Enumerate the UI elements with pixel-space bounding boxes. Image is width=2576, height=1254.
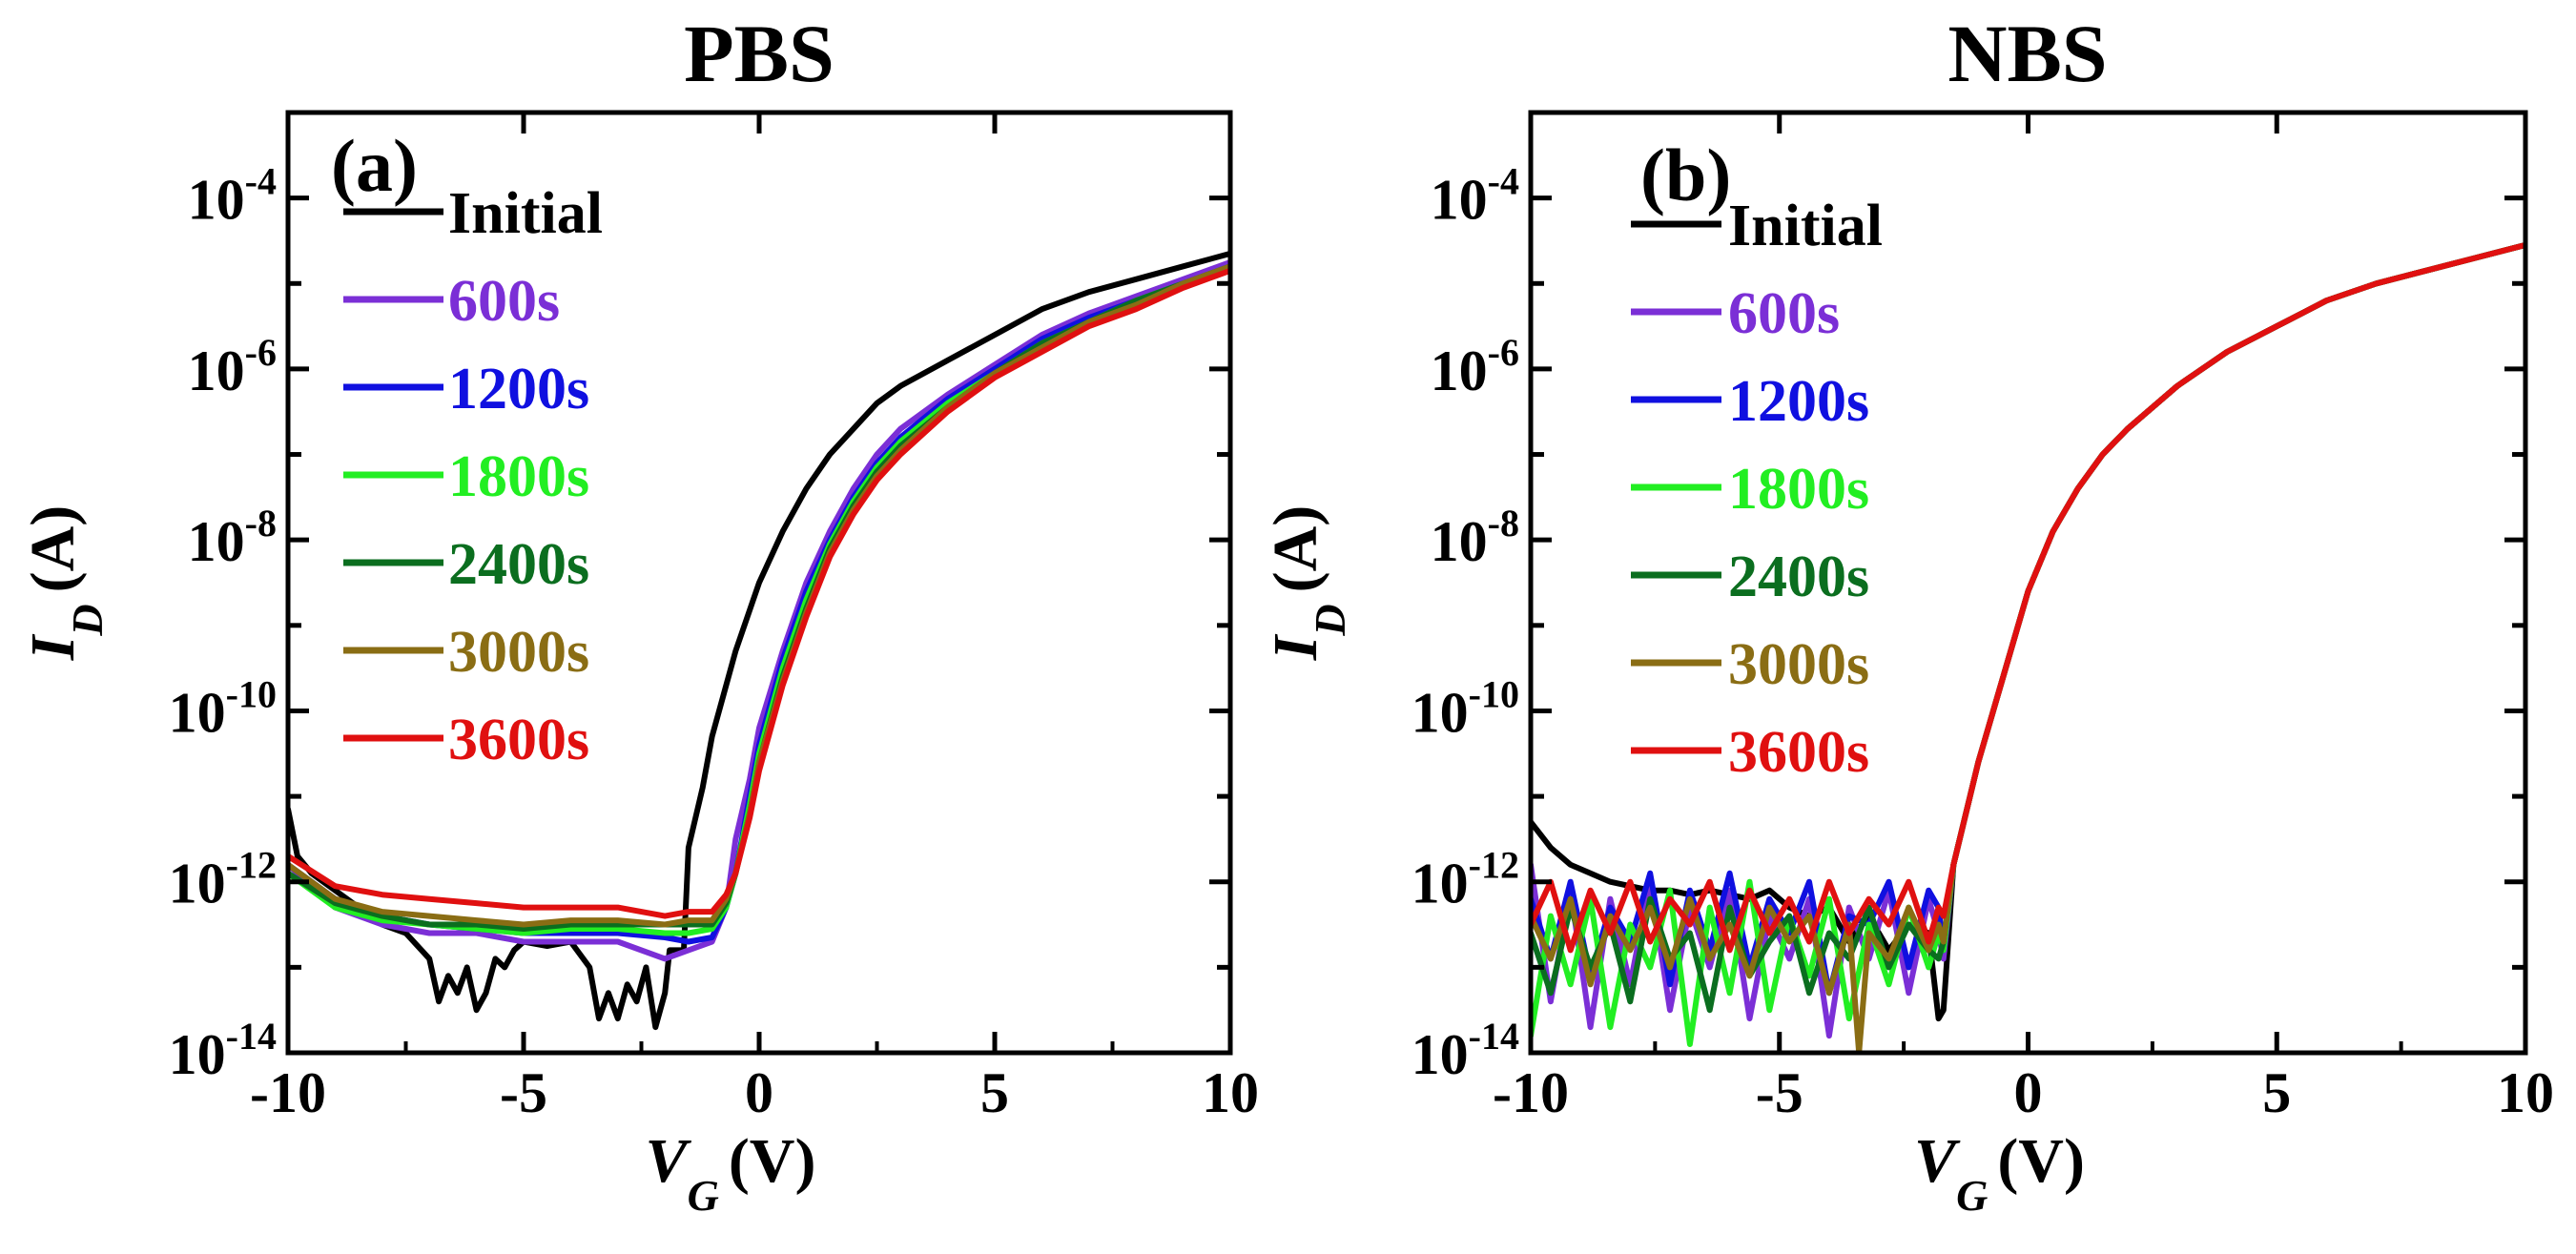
y-tick-label-b: 10-8: [1431, 502, 1519, 573]
chart-title-b: NBS: [1947, 8, 2107, 99]
y-tick-label-a: 10-14: [169, 1015, 277, 1086]
x-tick-label-b: 5: [2262, 1061, 2291, 1124]
x-tick-label-b: -5: [1756, 1061, 1803, 1124]
legend-label-1800s: 1800s: [448, 444, 589, 509]
y-tick-label-b: 10-6: [1431, 331, 1519, 402]
x-tick-label-b: 10: [2497, 1061, 2554, 1124]
legend-label-3000s: 3000s: [448, 620, 589, 685]
panel-label-a: (a): [331, 124, 418, 207]
legend-label-1800s: 1800s: [1728, 457, 1869, 522]
x-tick-label-b: 0: [2014, 1061, 2043, 1124]
y-axis-label-b: ID(A): [1261, 505, 1354, 662]
legend-label-initial: Initial: [1728, 194, 1883, 258]
series-line-2400s: [288, 263, 1230, 932]
panel-a: PBS -10 -5 0 5 10 10-14 10-12 10-10 10-8 10-6 10-4 V…: [18, 8, 1259, 1220]
legend-label-initial: Initial: [448, 181, 603, 246]
x-tick-label-a: 0: [745, 1061, 773, 1124]
y-tick-label-b: 10-14: [1412, 1015, 1519, 1086]
panel-label-b: (b): [1640, 134, 1731, 216]
series-line-initial: [288, 250, 1230, 1031]
series-line-600s: [1531, 241, 2525, 1039]
y-tick-label-a: 10-10: [169, 672, 277, 744]
legend-label-2400s: 2400s: [448, 532, 589, 597]
y-tick-label-a: 10-4: [188, 160, 277, 232]
legend-label-3600s: 3600s: [448, 708, 589, 772]
legend-label-3000s: 3000s: [1728, 632, 1869, 697]
x-tick-label-a: 5: [980, 1061, 1009, 1124]
x-tick-label-a: 10: [1202, 1061, 1259, 1124]
y-tick-label-a: 10-6: [188, 331, 277, 402]
panel-b: NBS -10 -5 0 5 10 10-14 10-12 10-10 10-8 10-6 10-4 V…: [1261, 8, 2554, 1220]
legend-label-3600s: 3600s: [1728, 720, 1869, 785]
legend-label-600s: 600s: [1728, 281, 1840, 346]
series-group-a: [288, 250, 1230, 1031]
series-line-600s: [288, 258, 1230, 962]
legend-label-1200s: 1200s: [448, 357, 589, 421]
y-tick-label-a: 10-8: [188, 502, 277, 573]
series-group-b: [1531, 241, 2525, 1053]
y-tick-label-b: 10-4: [1431, 160, 1519, 232]
series-line-initial: [1531, 241, 2525, 1022]
legend-label-2400s: 2400s: [1728, 545, 1869, 609]
legend-label-1200s: 1200s: [1728, 369, 1869, 434]
y-axis-label-a: ID(A): [18, 505, 112, 662]
series-line-1200s: [288, 263, 1230, 945]
x-tick-label-a: -5: [500, 1061, 547, 1124]
y-tick-label-b: 10-12: [1412, 844, 1519, 915]
y-tick-label-a: 10-12: [169, 844, 277, 915]
series-line-1800s: [288, 263, 1230, 936]
series-line-3000s: [288, 263, 1230, 928]
series-line-1200s: [1531, 241, 2525, 997]
series-line-3600s: [1531, 241, 2525, 954]
series-line-3600s: [288, 267, 1230, 919]
x-tick-label-b: -10: [1493, 1061, 1569, 1124]
chart-title-a: PBS: [684, 8, 835, 99]
y-tick-label-b: 10-10: [1412, 672, 1519, 744]
series-line-3000s: [1531, 241, 2525, 1053]
x-axis-label-b: VG (V): [1914, 1126, 2085, 1220]
x-axis-label-a: VG (V): [646, 1126, 816, 1220]
x-tick-label-a: -10: [250, 1061, 326, 1124]
legend-label-600s: 600s: [448, 269, 560, 334]
